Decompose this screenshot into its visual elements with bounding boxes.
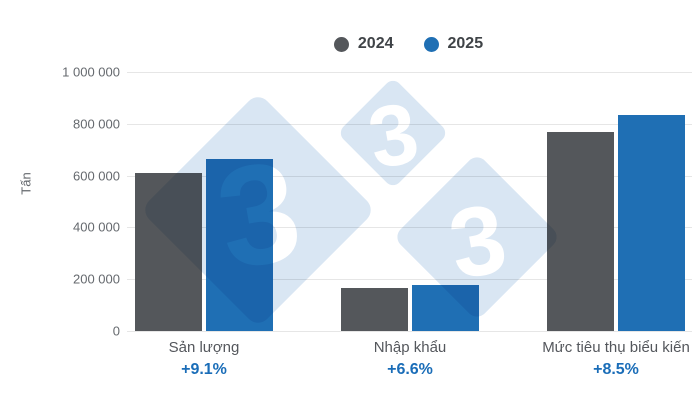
bar-2025-category-0[interactable] (206, 158, 273, 331)
bar-2024-category-2[interactable] (547, 131, 614, 331)
legend-label-2025: 2025 (447, 35, 484, 52)
bar-2025-category-1[interactable] (412, 285, 479, 331)
gridline (127, 123, 692, 125)
bar-2024-category-1[interactable] (341, 288, 408, 331)
y-tick-label: 0 (112, 323, 120, 339)
legend-marker-2024-icon (333, 36, 349, 52)
change-label-0: +9.1% (181, 361, 227, 378)
change-label-1: +6.6% (387, 361, 433, 378)
y-tick-label: 600 000 (73, 168, 120, 184)
legend-label-2024: 2024 (357, 35, 394, 52)
legend-item-2025[interactable]: 2025 (423, 35, 484, 53)
gridline (127, 72, 692, 73)
legend: 2024 2025 (125, 35, 692, 53)
y-tick-label: 200 000 (73, 271, 120, 287)
bar-2024-category-0[interactable] (135, 173, 202, 331)
legend-marker-2025-icon (423, 36, 439, 52)
watermark-glyph-3: 3 (441, 182, 514, 300)
legend-item-2024[interactable]: 2024 (333, 35, 394, 53)
category-label-1: Nhập khẩu (373, 339, 447, 356)
gridline (127, 331, 692, 332)
y-tick-label: 800 000 (73, 116, 120, 132)
y-tick-label: 400 000 (73, 219, 120, 235)
watermark-glyph-2: 3 (362, 85, 426, 188)
bar-2025-category-2[interactable] (618, 114, 685, 331)
category-label-2: Mức tiêu thụ biểu kiến (542, 339, 690, 356)
category-label-0: Sản lượng (168, 339, 240, 356)
change-label-2: +8.5% (593, 361, 639, 378)
watermark-diamond-2: 3 (340, 80, 446, 188)
y-tick-label: 1 000 000 (62, 64, 120, 80)
